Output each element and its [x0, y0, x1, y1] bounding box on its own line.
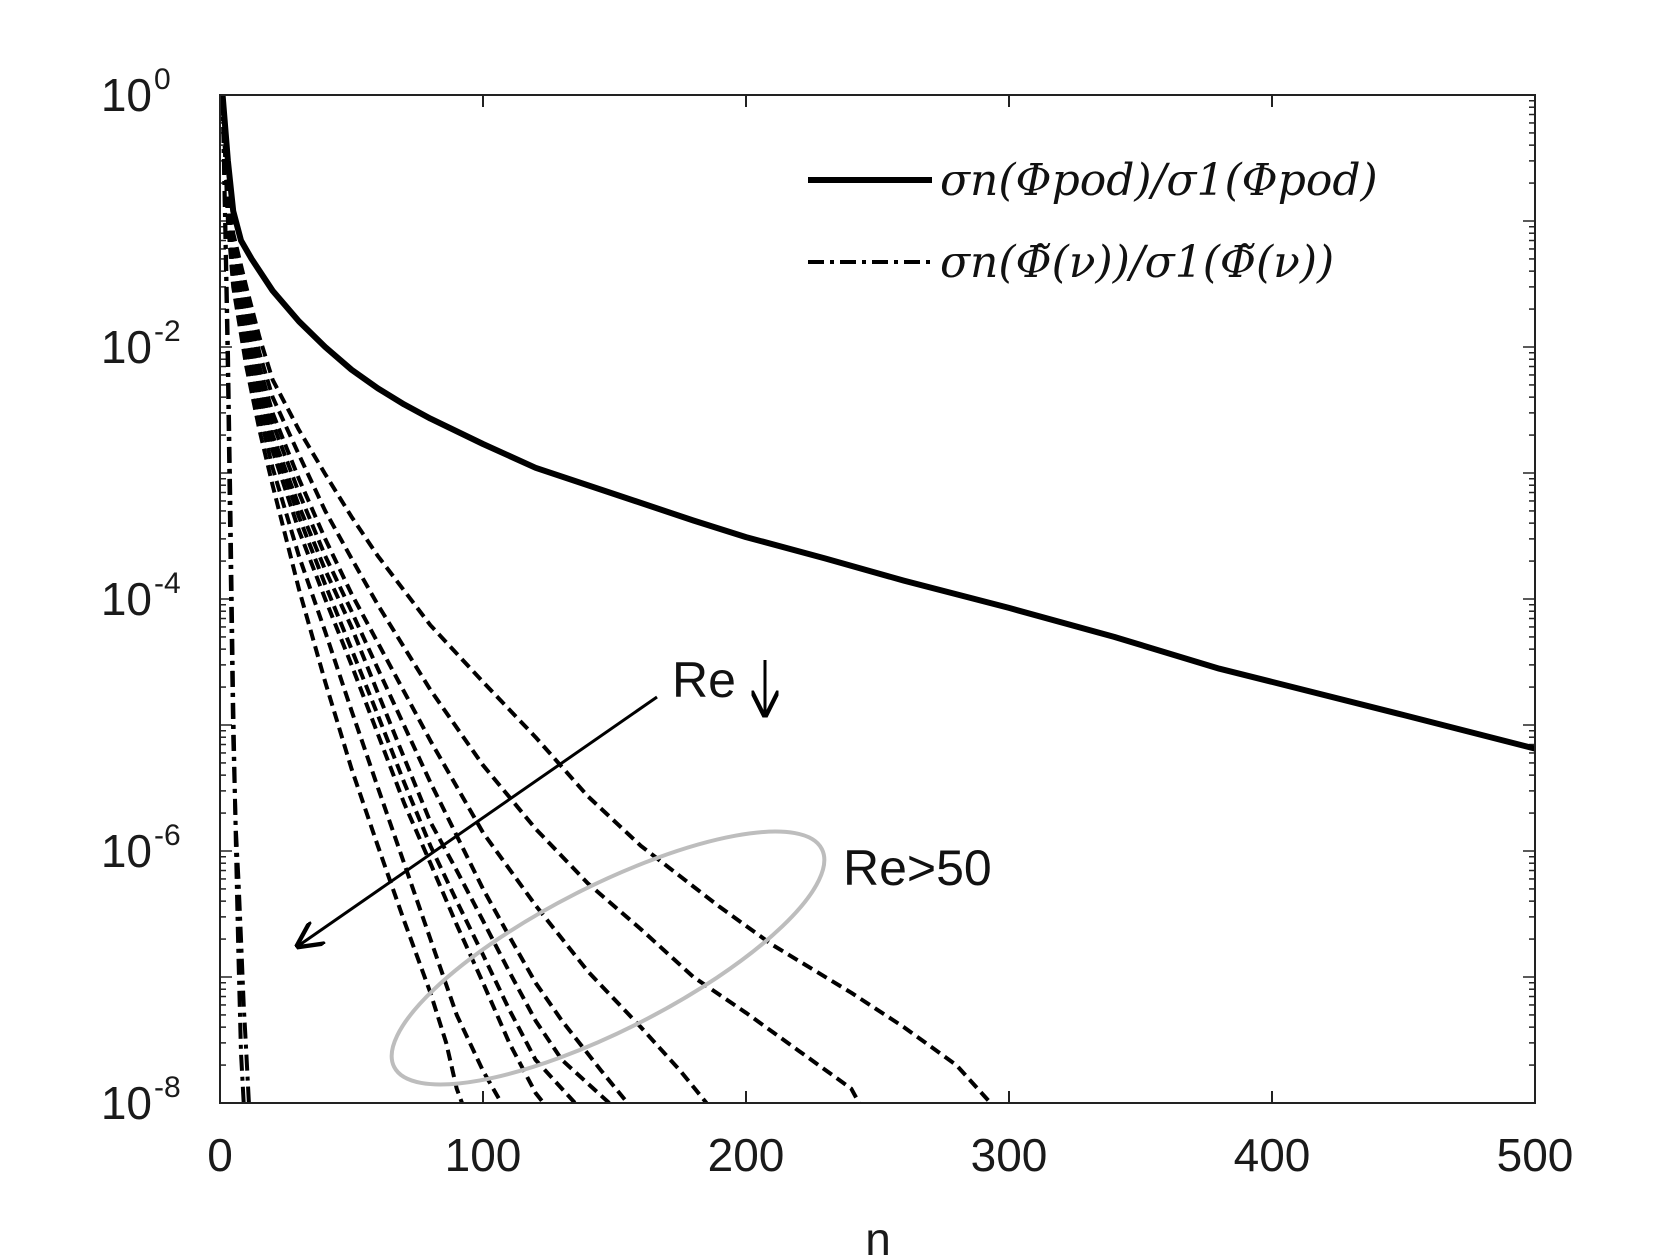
series-line-3 — [220, 95, 861, 1103]
y-tick-label-4: 10 — [101, 1077, 152, 1129]
y-tick-exponent-2: -4 — [154, 567, 181, 600]
x-tick-label-4: 400 — [1234, 1129, 1311, 1181]
plot-background — [220, 95, 1535, 1103]
y-tick-label-3: 10 — [101, 825, 152, 877]
x-tick-label-2: 200 — [708, 1129, 785, 1181]
series-line-7 — [220, 95, 577, 1103]
series-layer — [220, 95, 1535, 1103]
re-gt-50-annotation: Re>50 — [389, 829, 992, 1087]
series-line-10 — [220, 95, 464, 1103]
x-tick-label-5: 500 — [1497, 1129, 1574, 1181]
series-line-2 — [220, 95, 993, 1103]
y-tick-exponent-3: -6 — [154, 819, 181, 852]
y-tick-exponent-0: 0 — [154, 63, 171, 96]
re-trend-label: Re — [672, 652, 736, 708]
series-line-1 — [220, 95, 1535, 752]
y-tick-exponent-4: -8 — [154, 1071, 181, 1104]
x-tick-label-3: 300 — [971, 1129, 1048, 1181]
re-gt-50-label: Re>50 — [843, 840, 992, 896]
legend-label-nu: σn(Φ̃(ν))/σ1(Φ̃(ν)) — [940, 237, 1334, 288]
series-line-5 — [220, 95, 630, 1103]
x-axis-label: n — [865, 1213, 891, 1260]
x-tick-label-1: 100 — [445, 1129, 522, 1181]
re-trend-arrow — [298, 695, 658, 946]
series-line-6 — [220, 95, 611, 1103]
x-tick-labels: 0 100 200 300 400 500 — [207, 1129, 1573, 1181]
legend-label-pod: σn(Φpod)/σ1(Φpod) — [940, 155, 1378, 206]
series-line-12 — [220, 95, 251, 1103]
y-tick-exponent-1: -2 — [154, 315, 181, 348]
legend: σn(Φpod)/σ1(Φpod) σn(Φ̃(ν))/σ1(Φ̃(ν)) — [808, 155, 1378, 288]
plot-frame — [219, 94, 1536, 1104]
y-tick-label-0: 10 — [101, 69, 152, 121]
y-tick-label-2: 10 — [101, 573, 152, 625]
re-trend-annotation: Re — [298, 652, 765, 946]
re-gt-50-ellipse — [389, 829, 827, 1087]
x-tick-label-0: 0 — [207, 1129, 233, 1181]
y-tick-label-1: 10 — [101, 321, 152, 373]
